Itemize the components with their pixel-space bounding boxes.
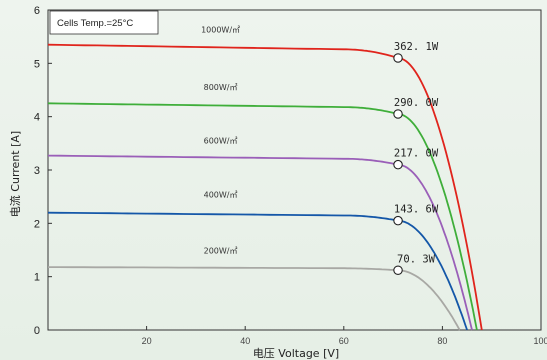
series-line — [47, 154, 473, 331]
mpp-label: 290. 0W — [394, 97, 439, 109]
x-axis-label: 电压 Voltage [V] — [253, 347, 339, 360]
y-tick-label: 5 — [34, 58, 40, 70]
y-tick-label: 2 — [34, 218, 40, 230]
series-label: 200W/㎡ — [204, 247, 238, 256]
x-tick-label: 40 — [240, 336, 250, 346]
y-axis-label: 电流 Current [A] — [8, 131, 22, 217]
x-tick-label: 60 — [339, 336, 349, 346]
mpp-label: 143. 6W — [394, 204, 439, 216]
y-tick-label: 1 — [34, 272, 40, 284]
x-tick-label: 0 — [34, 325, 40, 337]
mpp-marker — [393, 53, 403, 63]
series-label: 400W/㎡ — [204, 191, 238, 200]
x-tick-label: 100 — [533, 336, 547, 346]
x-tick-label: 20 — [142, 336, 152, 346]
series-label: 1000W/㎡ — [201, 25, 240, 34]
series-line — [47, 43, 483, 331]
mpp-label: 70. 3W — [397, 253, 436, 265]
annotation-box — [49, 10, 159, 35]
series-label: 800W/㎡ — [204, 83, 238, 92]
series-group: 1000W/㎡ 362. 1W 800W/㎡ 290. 0W 600W/㎡ 217. 0W… — [47, 25, 483, 331]
series-line — [48, 266, 461, 331]
y-tick-label: 3 — [34, 165, 40, 177]
annotations: Cells Temp.=25°C — [49, 10, 159, 35]
y-tick-label: 4 — [34, 112, 40, 124]
x-tick-label: 80 — [437, 336, 447, 346]
mpp-label: 362. 1W — [394, 41, 439, 53]
series-label: 600W/㎡ — [204, 136, 238, 145]
mpp-label: 217. 0W — [394, 148, 439, 160]
series-line — [47, 211, 468, 331]
y-tick-label: 0 — [34, 325, 40, 337]
mpp-marker — [393, 109, 403, 119]
mpp-marker — [393, 215, 403, 226]
annotation-text: Cells Temp.=25°C — [57, 18, 133, 29]
mpp-marker — [393, 265, 403, 276]
y-tick-label: 6 — [34, 5, 40, 17]
series-line — [47, 102, 478, 331]
mpp-marker — [393, 159, 403, 170]
